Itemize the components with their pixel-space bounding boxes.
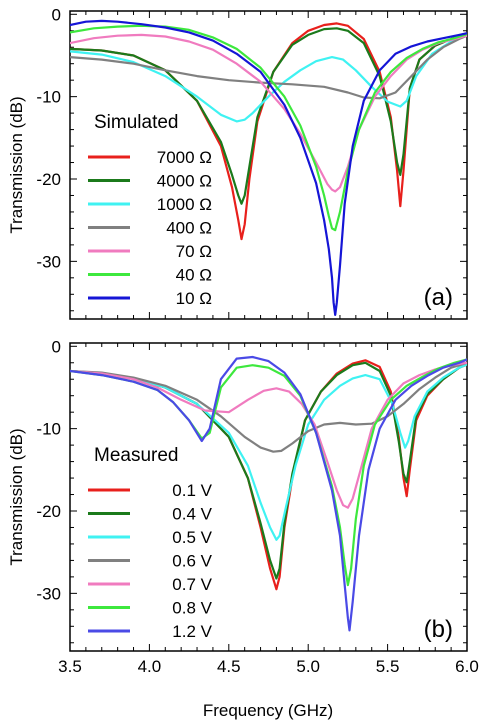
legend-label: 0.7 V (172, 575, 212, 594)
panel-b: 3.5 4.0 4.5 5.0 5.5 6.0 0 -10 -20 -30 Measured 0.… (36, 337, 478, 676)
plot-frame-a (69, 10, 468, 320)
series-line-a-1 (70, 27, 467, 205)
x-axis-title: Frequency (GHz) (203, 701, 333, 720)
y-tick-label: -10 (36, 88, 61, 107)
y-tick-label: -20 (36, 502, 61, 521)
ticks-a: 0 -10 -20 -30 (36, 5, 468, 319)
legend-label: 0.5 V (172, 528, 212, 547)
legend-label: 1.2 V (172, 622, 212, 641)
x-tick-label: 5.5 (376, 657, 400, 676)
legend-label: 7000 Ω (157, 148, 212, 167)
x-tick-label: 3.5 (58, 657, 82, 676)
y-tick-label: -20 (36, 170, 61, 189)
series-line-b-3 (70, 361, 467, 453)
panel-a: 0 -10 -20 -30 Simulated 7000 Ω 4000 Ω 1000 Ω 4… (36, 5, 468, 320)
y-tick-label: 0 (52, 337, 61, 356)
legend-label: 40 Ω (176, 266, 212, 285)
legend-b: Measured 0.1 V 0.4 V 0.5 V 0.6 V 0.7 V 0.8 V 1… (88, 445, 213, 641)
series-line-b-1 (70, 361, 467, 580)
legend-title-b: Measured (94, 445, 179, 466)
ticks-b: 3.5 4.0 4.5 5.0 5.5 6.0 0 -10 -20 -30 (36, 337, 478, 676)
series-line-a-5 (70, 24, 467, 232)
legend-label: 400 Ω (166, 219, 212, 238)
legend-a: Simulated 7000 Ω 4000 Ω 1000 Ω 400 Ω 70 Ω 40 … (88, 112, 212, 308)
legend-label: 10 Ω (176, 289, 212, 308)
y-tick-label: -30 (36, 252, 61, 271)
series-line-a-6 (70, 19, 467, 316)
series-line-b-4 (70, 361, 467, 509)
x-tick-label: 4.5 (217, 657, 241, 676)
x-tick-label: 5.0 (296, 657, 320, 676)
x-tick-label: 6.0 (455, 657, 479, 676)
x-tick-label: 4.0 (138, 657, 162, 676)
series-line-a-3 (70, 34, 467, 100)
legend-title-a: Simulated (94, 112, 179, 133)
legend-label: 0.4 V (172, 505, 212, 524)
legend-label: 0.8 V (172, 599, 212, 618)
y-axis-title-b: Transmission (dB) (7, 428, 26, 565)
y-tick-label: -10 (36, 420, 61, 439)
series-group-a (70, 19, 467, 316)
series-line-b-6 (70, 355, 467, 632)
panel-label-a: (a) (424, 284, 453, 311)
legend-label: 4000 Ω (157, 172, 212, 191)
series-line-a-4 (70, 33, 467, 193)
legend-label: 0.6 V (172, 552, 212, 571)
plot-frame-b (69, 342, 468, 652)
y-tick-label: -30 (36, 584, 61, 603)
legend-label: 0.1 V (172, 481, 212, 500)
y-axis-title-a: Transmission (dB) (7, 96, 26, 233)
legend-label: 70 Ω (176, 242, 212, 261)
y-tick-label: 0 (52, 5, 61, 24)
series-group-b (70, 355, 467, 632)
legend-label: 1000 Ω (157, 195, 212, 214)
series-line-a-2 (70, 34, 467, 123)
panel-label-b: (b) (424, 616, 453, 643)
